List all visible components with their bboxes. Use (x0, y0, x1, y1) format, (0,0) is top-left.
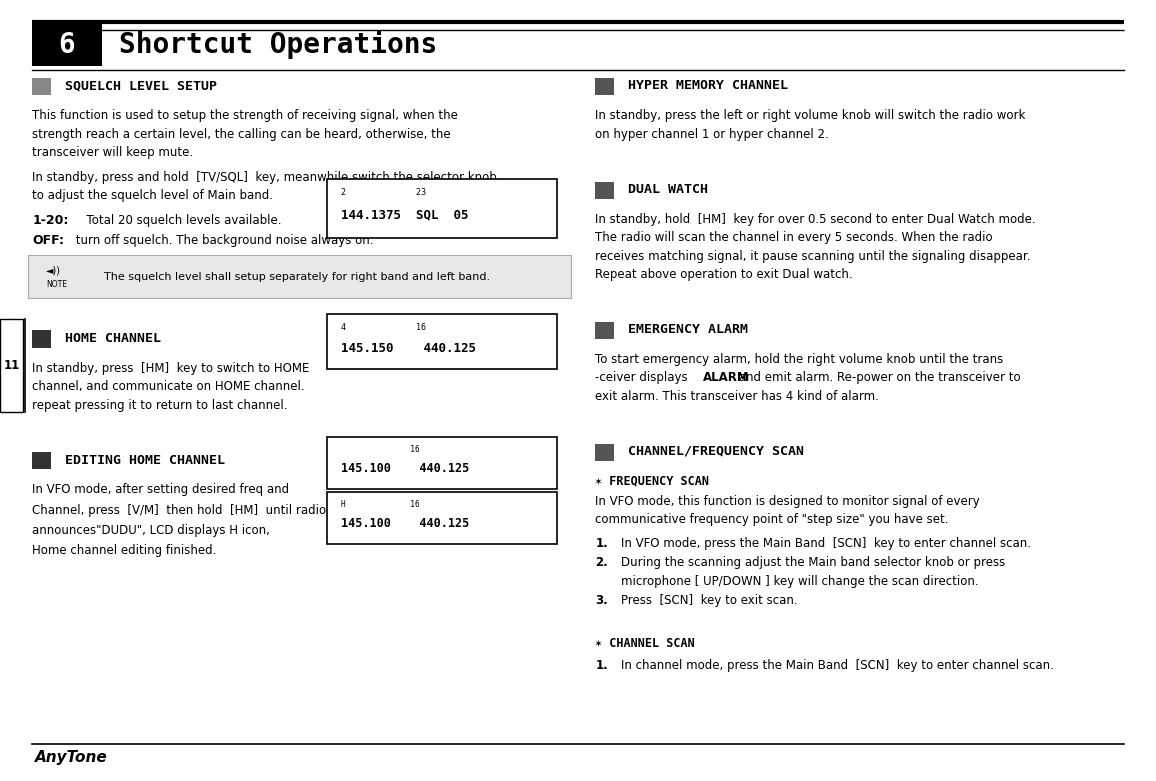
FancyBboxPatch shape (595, 78, 614, 95)
Text: To start emergency alarm, hold the right volume knob until the trans: To start emergency alarm, hold the right… (595, 353, 1003, 366)
Text: In standby, press the left or right volume knob will switch the radio work: In standby, press the left or right volu… (595, 109, 1025, 123)
Text: In channel mode, press the Main Band  [SCN]  key to enter channel scan.: In channel mode, press the Main Band [SC… (621, 659, 1053, 672)
Text: 1-20:: 1-20: (32, 214, 68, 227)
Text: turn off squelch. The background noise always on.: turn off squelch. The background noise a… (72, 234, 373, 248)
Text: 145.150    440.125: 145.150 440.125 (341, 341, 476, 355)
Text: communicative frequency point of "step size" you have set.: communicative frequency point of "step s… (595, 513, 949, 526)
FancyBboxPatch shape (32, 452, 51, 469)
Text: Channel, press  [V/M]  then hold  [HM]  until radio: Channel, press [V/M] then hold [HM] unti… (32, 504, 326, 516)
Text: ◄)): ◄)) (46, 266, 61, 276)
Text: In VFO mode, after setting desired freq and: In VFO mode, after setting desired freq … (32, 483, 289, 497)
Text: 11: 11 (3, 359, 20, 372)
Text: 2.: 2. (595, 556, 608, 569)
Text: HYPER MEMORY CHANNEL: HYPER MEMORY CHANNEL (628, 80, 787, 92)
Text: SQUELCH LEVEL SETUP: SQUELCH LEVEL SETUP (65, 80, 216, 92)
Text: Repeat above operation to exit Dual watch.: Repeat above operation to exit Dual watc… (595, 268, 853, 281)
Text: Home channel editing finished.: Home channel editing finished. (32, 544, 216, 557)
Text: DUAL WATCH: DUAL WATCH (628, 183, 707, 196)
FancyBboxPatch shape (327, 179, 557, 238)
Text: CHANNEL/FREQUENCY SCAN: CHANNEL/FREQUENCY SCAN (628, 445, 803, 458)
Text: In VFO mode, this function is designed to monitor signal of every: In VFO mode, this function is designed t… (595, 495, 980, 508)
Text: In standby, press and hold  [TV/SQL]  key, meanwhile switch the selector knob: In standby, press and hold [TV/SQL] key,… (32, 171, 497, 184)
Text: 16: 16 (341, 445, 420, 454)
FancyBboxPatch shape (0, 319, 23, 412)
Text: In standby, hold  [HM]  key for over 0.5 second to enter Dual Watch mode.: In standby, hold [HM] key for over 0.5 s… (595, 212, 1036, 226)
Text: exit alarm. This transceiver has 4 kind of alarm.: exit alarm. This transceiver has 4 kind … (595, 390, 880, 403)
FancyBboxPatch shape (327, 314, 557, 369)
Text: to adjust the squelch level of Main band.: to adjust the squelch level of Main band… (32, 190, 273, 202)
Text: -ceiver displays: -ceiver displays (595, 372, 691, 384)
Text: 145.100    440.125: 145.100 440.125 (341, 517, 469, 530)
Text: announces"DUDU", LCD displays H icon,: announces"DUDU", LCD displays H icon, (32, 524, 271, 537)
Text: AnyTone: AnyTone (35, 750, 108, 765)
Text: strength reach a certain level, the calling can be heard, otherwise, the: strength reach a certain level, the call… (32, 128, 451, 141)
Text: In standby, press  [HM]  key to switch to HOME: In standby, press [HM] key to switch to … (32, 362, 310, 375)
Text: Total 20 squelch levels available.: Total 20 squelch levels available. (79, 214, 281, 227)
Text: OFF:: OFF: (32, 234, 65, 248)
Text: transceiver will keep mute.: transceiver will keep mute. (32, 146, 193, 159)
Text: The squelch level shall setup separately for right band and left band.: The squelch level shall setup separately… (104, 272, 490, 281)
Text: Shortcut Operations: Shortcut Operations (119, 30, 437, 59)
Text: ✶ FREQUENCY SCAN: ✶ FREQUENCY SCAN (595, 475, 710, 487)
FancyBboxPatch shape (595, 322, 614, 339)
Text: and emit alarm. Re-power on the transceiver to: and emit alarm. Re-power on the transcei… (735, 372, 1021, 384)
Text: 144.1375  SQL  05: 144.1375 SQL 05 (341, 209, 468, 222)
Text: This function is used to setup the strength of receiving signal, when the: This function is used to setup the stren… (32, 109, 458, 123)
FancyBboxPatch shape (32, 330, 51, 348)
Text: EMERGENCY ALARM: EMERGENCY ALARM (628, 323, 748, 336)
Text: 2              23: 2 23 (341, 188, 425, 197)
Text: 4              16: 4 16 (341, 323, 425, 332)
FancyBboxPatch shape (327, 492, 557, 544)
Text: microphone [ UP/DOWN ] key will change the scan direction.: microphone [ UP/DOWN ] key will change t… (621, 575, 978, 588)
Text: ✶ CHANNEL SCAN: ✶ CHANNEL SCAN (595, 637, 695, 650)
Text: 145.100    440.125: 145.100 440.125 (341, 462, 469, 476)
Text: During the scanning adjust the Main band selector knob or press: During the scanning adjust the Main band… (621, 556, 1005, 569)
FancyBboxPatch shape (28, 255, 571, 298)
FancyBboxPatch shape (595, 444, 614, 461)
Text: ALARM: ALARM (703, 372, 750, 384)
Text: on hyper channel 1 or hyper channel 2.: on hyper channel 1 or hyper channel 2. (595, 128, 829, 141)
Text: 1.: 1. (595, 659, 608, 672)
Text: Press  [SCN]  key to exit scan.: Press [SCN] key to exit scan. (621, 594, 798, 608)
Text: 3.: 3. (595, 594, 608, 608)
FancyBboxPatch shape (595, 181, 614, 198)
Text: receives matching signal, it pause scanning until the signaling disappear.: receives matching signal, it pause scann… (595, 250, 1031, 262)
Text: channel, and communicate on HOME channel.: channel, and communicate on HOME channel… (32, 380, 305, 393)
Text: repeat pressing it to return to last channel.: repeat pressing it to return to last cha… (32, 398, 288, 412)
Text: NOTE: NOTE (46, 280, 67, 289)
Text: HOME CHANNEL: HOME CHANNEL (65, 332, 161, 344)
FancyBboxPatch shape (32, 23, 102, 66)
Text: In VFO mode, press the Main Band  [SCN]  key to enter channel scan.: In VFO mode, press the Main Band [SCN] k… (621, 537, 1031, 550)
Text: 1.: 1. (595, 537, 608, 550)
FancyBboxPatch shape (32, 78, 51, 95)
Text: 6: 6 (59, 30, 75, 59)
Text: H              16: H 16 (341, 500, 420, 508)
Text: EDITING HOME CHANNEL: EDITING HOME CHANNEL (65, 454, 224, 466)
Text: The radio will scan the channel in every 5 seconds. When the radio: The radio will scan the channel in every… (595, 231, 993, 244)
FancyBboxPatch shape (327, 437, 557, 489)
